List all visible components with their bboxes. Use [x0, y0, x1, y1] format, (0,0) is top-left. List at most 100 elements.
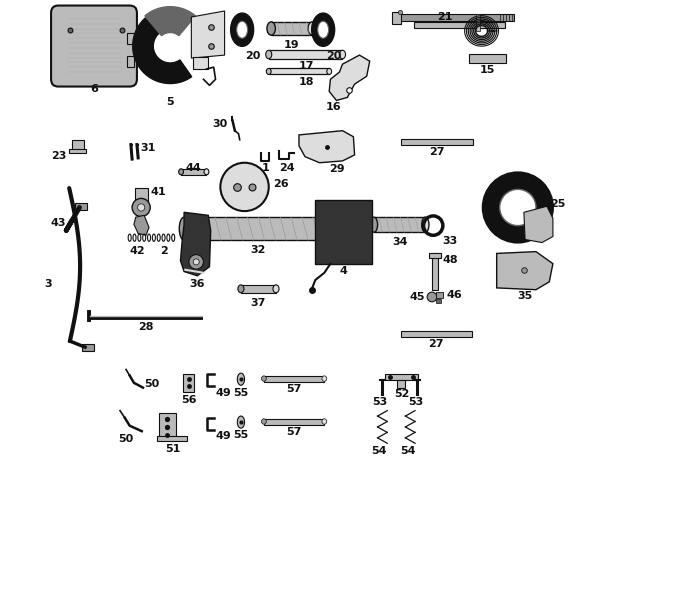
Text: 36: 36 — [190, 279, 205, 289]
Ellipse shape — [322, 376, 327, 381]
Circle shape — [189, 255, 203, 269]
Text: 35: 35 — [517, 291, 533, 301]
Ellipse shape — [327, 68, 332, 75]
Text: 53: 53 — [373, 397, 388, 407]
Bar — [374, 217, 425, 232]
Polygon shape — [191, 11, 225, 58]
Circle shape — [427, 292, 437, 302]
Ellipse shape — [179, 217, 189, 240]
Circle shape — [483, 172, 553, 242]
Bar — [127, 56, 134, 67]
Bar — [396, 14, 514, 21]
Bar — [271, 22, 312, 35]
Text: 26: 26 — [273, 179, 289, 189]
Bar — [159, 413, 175, 438]
Bar — [429, 253, 441, 258]
Ellipse shape — [237, 21, 247, 38]
Bar — [127, 33, 134, 44]
Polygon shape — [134, 215, 149, 235]
Text: 18: 18 — [299, 77, 314, 87]
Text: 15: 15 — [480, 65, 495, 75]
Text: 45: 45 — [409, 292, 425, 302]
Text: 3: 3 — [45, 279, 52, 289]
Polygon shape — [299, 131, 355, 163]
Text: 4: 4 — [340, 265, 348, 276]
Text: 1: 1 — [261, 163, 269, 173]
Ellipse shape — [231, 13, 253, 46]
Text: 56: 56 — [181, 395, 197, 405]
Text: 44: 44 — [186, 163, 201, 173]
Ellipse shape — [266, 50, 272, 59]
Text: 33: 33 — [443, 236, 458, 247]
Ellipse shape — [237, 373, 245, 385]
Text: 16: 16 — [325, 102, 341, 112]
Text: 20: 20 — [326, 51, 342, 61]
Ellipse shape — [312, 13, 335, 46]
Bar — [82, 344, 94, 351]
Text: 31: 31 — [140, 143, 155, 153]
Bar — [401, 139, 473, 145]
Bar — [436, 292, 443, 298]
Circle shape — [138, 204, 145, 211]
Text: 25: 25 — [551, 199, 566, 209]
Text: 32: 32 — [251, 245, 266, 255]
Text: 57: 57 — [286, 384, 302, 394]
Ellipse shape — [262, 376, 266, 381]
Text: 54: 54 — [400, 445, 416, 456]
Text: 23: 23 — [51, 151, 67, 161]
Bar — [385, 375, 418, 381]
Text: 42: 42 — [129, 246, 145, 256]
Bar — [432, 253, 438, 290]
Ellipse shape — [179, 169, 184, 175]
Text: 20: 20 — [245, 51, 260, 61]
Text: 17: 17 — [299, 61, 314, 70]
Ellipse shape — [267, 22, 275, 35]
Bar — [264, 419, 325, 425]
Ellipse shape — [237, 416, 245, 428]
Bar — [193, 57, 208, 69]
Polygon shape — [180, 212, 211, 276]
Text: 6: 6 — [90, 84, 98, 94]
Text: 49: 49 — [216, 431, 232, 441]
Ellipse shape — [371, 217, 377, 232]
Ellipse shape — [266, 68, 271, 75]
Text: 2: 2 — [160, 246, 168, 256]
Bar — [134, 188, 148, 206]
Bar — [469, 54, 506, 63]
Bar — [158, 436, 186, 441]
Circle shape — [193, 259, 199, 265]
Polygon shape — [329, 55, 370, 101]
Bar — [181, 169, 206, 175]
Polygon shape — [145, 7, 195, 36]
Text: 57: 57 — [286, 427, 302, 437]
Bar — [436, 299, 441, 303]
Text: 49: 49 — [216, 388, 232, 398]
Text: 48: 48 — [443, 255, 458, 265]
Bar — [397, 381, 406, 388]
Bar — [264, 376, 325, 382]
Circle shape — [132, 198, 150, 216]
Ellipse shape — [308, 22, 316, 35]
Text: 30: 30 — [212, 119, 227, 129]
Bar — [475, 14, 480, 31]
Bar — [392, 12, 401, 24]
Bar — [269, 50, 342, 59]
Text: 41: 41 — [150, 187, 166, 197]
Bar — [269, 68, 329, 75]
Polygon shape — [133, 8, 192, 84]
Ellipse shape — [262, 419, 266, 424]
Ellipse shape — [422, 217, 429, 232]
FancyBboxPatch shape — [51, 5, 137, 87]
Text: 29: 29 — [329, 164, 345, 174]
Bar — [414, 22, 505, 28]
Bar — [184, 217, 332, 240]
Text: 52: 52 — [394, 390, 410, 399]
Text: 5: 5 — [166, 97, 174, 107]
Text: 53: 53 — [409, 397, 424, 407]
Circle shape — [221, 163, 269, 211]
Text: 28: 28 — [138, 322, 153, 332]
Text: 54: 54 — [371, 445, 386, 456]
Text: 19: 19 — [284, 40, 299, 50]
Ellipse shape — [273, 285, 279, 293]
Text: 27: 27 — [429, 147, 445, 157]
